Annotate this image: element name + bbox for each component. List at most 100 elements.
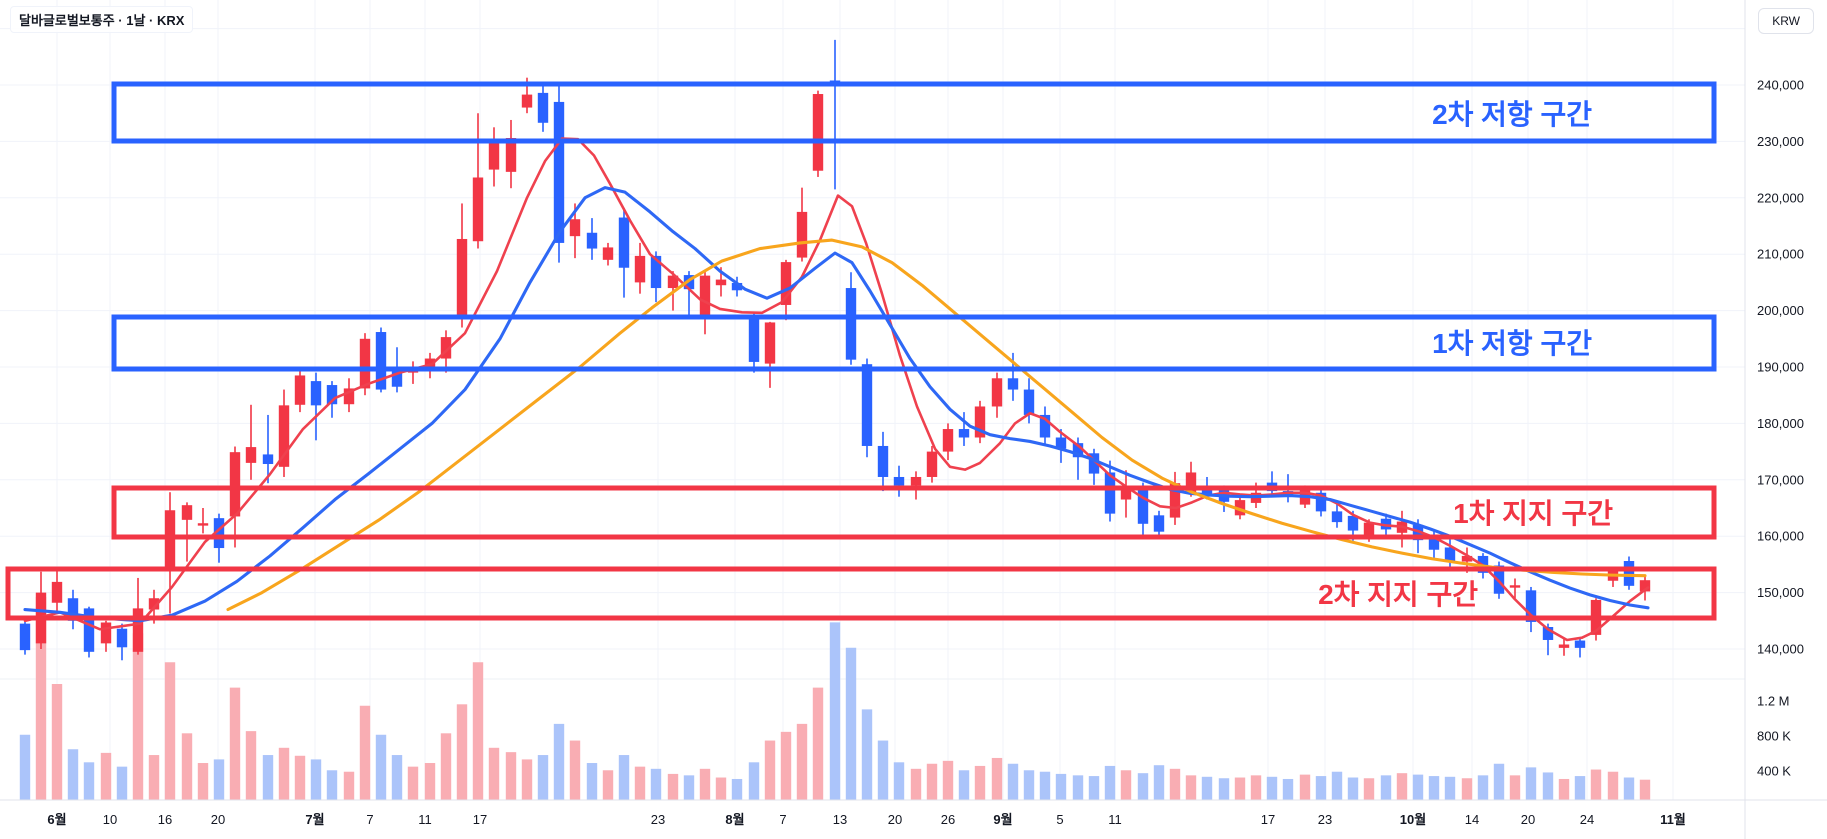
volume-bar[interactable] [910,768,922,800]
candle[interactable] [472,113,484,249]
volume-bar[interactable] [1331,771,1343,800]
candle[interactable] [926,445,938,483]
volume-bar[interactable] [1525,767,1537,800]
volume-bar[interactable] [796,723,808,800]
candle[interactable] [1137,482,1149,538]
volume-bar[interactable] [1088,776,1100,800]
volume-bar[interactable] [1590,769,1602,800]
candle[interactable] [245,404,257,480]
volume-bar[interactable] [1007,763,1019,800]
volume-bar[interactable] [164,662,176,800]
volume-bar[interactable] [278,747,290,800]
candle[interactable] [877,431,889,492]
volume-bar[interactable] [1104,765,1116,800]
volume-bar[interactable] [440,733,452,800]
volume-bar[interactable] [1477,775,1489,800]
volume-bar[interactable] [1234,777,1246,800]
volume-bar[interactable] [181,733,193,800]
candle[interactable] [262,414,274,484]
candle[interactable] [1120,470,1132,518]
volume-bar[interactable] [537,755,549,800]
volume-bar[interactable] [132,633,144,800]
volume-bar[interactable] [343,771,355,800]
volume-bar[interactable] [407,766,419,800]
volume-bar[interactable] [262,755,274,800]
volume-bar[interactable] [1444,776,1456,800]
volume-bar[interactable] [650,768,662,800]
candle[interactable] [942,423,954,461]
candle[interactable] [893,465,905,497]
volume-bar[interactable] [1396,773,1408,800]
volume-bar[interactable] [1299,774,1311,800]
volume-bar[interactable] [1137,773,1149,800]
volume-bar[interactable] [19,734,31,800]
volume-bar[interactable] [197,763,209,800]
candle[interactable] [164,492,176,614]
volume-bar[interactable] [731,778,743,800]
candle[interactable] [764,321,776,388]
candle[interactable] [67,589,79,630]
volume-bar[interactable] [148,755,160,800]
volume-bar[interactable] [1639,779,1651,800]
volume-bar[interactable] [1282,778,1294,800]
volume-bar[interactable] [100,752,112,800]
candle[interactable] [456,203,468,328]
volume-bar[interactable] [958,770,970,800]
candle[interactable] [197,508,209,534]
volume-bar[interactable] [1072,775,1084,800]
candle[interactable] [294,367,306,413]
candle[interactable] [1088,448,1100,485]
volume-bar[interactable] [1428,776,1440,800]
zone-box[interactable] [5,566,1717,621]
volume-bar[interactable] [67,749,79,800]
volume-bar[interactable] [326,770,338,800]
volume-bar[interactable] [1169,768,1181,800]
volume-bar[interactable] [424,763,436,800]
volume-bar[interactable] [974,765,986,800]
volume-bar[interactable] [1039,771,1051,800]
volume-bar[interactable] [569,740,581,800]
candle[interactable] [51,570,63,615]
candle[interactable] [19,617,31,655]
volume-bar[interactable] [1493,763,1505,800]
currency-krw-button[interactable]: KRW [1758,8,1814,34]
volume-bar[interactable] [683,775,695,800]
candle[interactable] [974,400,986,444]
volume-bar[interactable] [521,759,533,800]
volume-bar[interactable] [1023,770,1035,800]
candle[interactable] [1558,637,1570,656]
candle[interactable] [748,313,760,373]
candle[interactable] [1574,637,1586,658]
candle[interactable] [1153,510,1165,540]
candle[interactable] [991,372,1003,418]
candle[interactable] [1525,586,1537,633]
volume-bar[interactable] [1623,777,1635,800]
volume-bar[interactable] [229,687,241,800]
candle[interactable] [375,327,387,393]
volume-bar[interactable] [699,768,711,800]
candle[interactable] [181,502,193,562]
candle[interactable] [1623,556,1635,590]
volume-bar[interactable] [213,759,225,800]
volume-bar[interactable] [488,747,500,800]
symbol-legend[interactable]: 달바글로벌보통주 · 1날 · KRX [10,6,194,33]
zone-box[interactable] [111,314,1717,372]
volume-bar[interactable] [1266,776,1278,800]
volume-bar[interactable] [1607,771,1619,800]
candle[interactable] [586,218,598,260]
volume-bar[interactable] [829,622,841,800]
candle[interactable] [1315,488,1327,517]
volume-bar[interactable] [310,759,322,800]
candle[interactable] [310,372,322,441]
candle[interactable] [910,471,922,500]
candle[interactable] [634,242,646,294]
volume-bar[interactable] [83,762,95,800]
volume-bar[interactable] [1250,775,1262,800]
volume-bar[interactable] [1558,778,1570,800]
volume-bar[interactable] [1347,777,1359,800]
volume-bar[interactable] [942,760,954,800]
volume-bar[interactable] [812,687,824,800]
volume-bar[interactable] [1363,778,1375,800]
volume-bar[interactable] [1509,775,1521,800]
